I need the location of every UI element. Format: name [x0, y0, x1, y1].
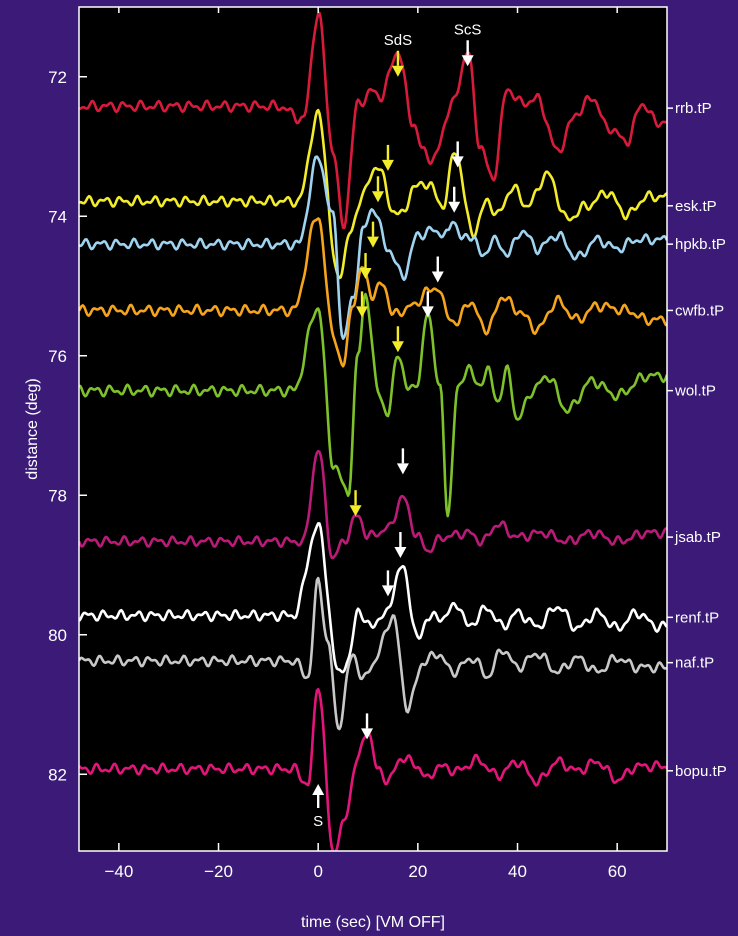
white-phase-arrow	[461, 40, 474, 67]
x-tick-label: 20	[408, 862, 427, 881]
y-axis: 72 74 76 78 80 82	[48, 68, 87, 784]
y-tick-label: 82	[48, 765, 67, 784]
yellow-phase-arrow	[349, 490, 362, 517]
y-tick-label: 76	[48, 347, 67, 366]
trace-jsab-tP	[79, 449, 667, 560]
white-phase-arrow	[421, 291, 434, 318]
trace-naf-tP	[79, 576, 667, 731]
s-label: S	[313, 813, 323, 830]
white-phase-arrow	[361, 713, 374, 740]
station-label: jsab.tP	[674, 529, 721, 546]
arrows-layer: SdS ScS S	[312, 21, 481, 830]
white-phase-arrow	[448, 186, 461, 213]
yellow-phase-arrow	[381, 144, 394, 171]
yellow-phase-arrow	[367, 221, 379, 248]
white-phase-arrow	[451, 141, 464, 168]
x-tick-label: 40	[508, 862, 527, 881]
station-label: cwfb.tP	[675, 302, 724, 319]
yellow-phase-arrow	[391, 326, 404, 353]
station-label: esk.tP	[675, 198, 717, 215]
s-arrow	[312, 784, 325, 808]
y-tick-label: 80	[48, 626, 67, 645]
trace-hpkb-tP	[79, 155, 667, 340]
yellow-phase-arrow	[371, 176, 384, 203]
station-label: hpkb.tP	[675, 236, 726, 253]
x-tick-label: −20	[204, 862, 233, 881]
station-label: bopu.tP	[675, 763, 727, 780]
station-label: wol.tP	[674, 383, 716, 400]
y-tick-label: 72	[48, 68, 67, 87]
yellow-phase-arrow	[359, 253, 372, 280]
white-phase-arrow	[431, 256, 444, 283]
trace-rrb-tP	[79, 11, 667, 230]
station-labels: rrb.tP esk.tP hpkb.tP cwfb.tP wol.tP jsab.tP r…	[667, 100, 727, 780]
white-phase-arrow	[381, 570, 394, 597]
phase-label: ScS	[454, 21, 482, 38]
x-axis-title: time (sec) [VM OFF]	[301, 914, 445, 931]
trace-esk-tP	[79, 108, 667, 280]
y-tick-label: 74	[48, 207, 67, 226]
station-label: rrb.tP	[675, 100, 712, 117]
yellow-phase-arrow	[391, 50, 404, 77]
x-tick-label: 60	[608, 862, 627, 881]
trace-renf-tP	[79, 522, 667, 674]
phase-label: SdS	[384, 32, 412, 49]
white-phase-arrow	[394, 532, 407, 559]
x-axis: −40 −20 0 20 40 60	[104, 7, 627, 881]
y-axis-title: distance (deg)	[24, 378, 41, 479]
plot-area	[79, 7, 667, 851]
yellow-phase-arrow	[356, 291, 369, 318]
x-tick-label: −40	[104, 862, 133, 881]
x-tick-label: 0	[313, 862, 322, 881]
white-phase-arrow	[396, 448, 409, 475]
station-label: naf.tP	[675, 655, 714, 672]
trace-cwfb-tP	[79, 217, 667, 368]
traces-layer	[79, 11, 667, 851]
trace-wol-tP	[79, 292, 667, 518]
y-tick-label: 78	[48, 486, 67, 505]
trace-bopu-tP	[79, 687, 667, 851]
station-label: renf.tP	[675, 609, 719, 626]
plot-frame	[78, 6, 668, 852]
